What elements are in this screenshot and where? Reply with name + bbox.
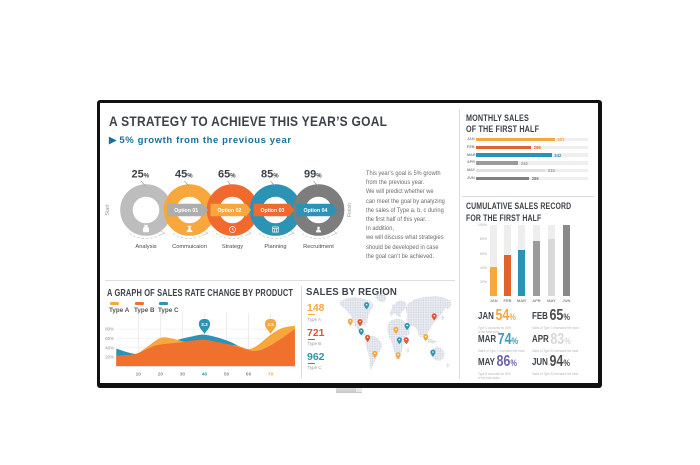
svg-text:3.3: 3.3 [201, 322, 208, 327]
svg-text:20%: 20% [105, 355, 114, 360]
svg-text:60%: 60% [105, 336, 114, 341]
svg-text:4.5: 4.5 [267, 322, 274, 327]
svg-text:45%: 45% [175, 169, 193, 181]
svg-text:Planning: Planning [264, 244, 286, 250]
svg-text:50: 50 [224, 372, 230, 378]
svg-text:Option 03: Option 03 [260, 208, 284, 214]
svg-text:25%: 25% [132, 169, 150, 181]
svg-text:70: 70 [268, 372, 274, 378]
svg-text:60: 60 [246, 372, 252, 378]
svg-text:10: 10 [136, 372, 142, 378]
svg-text:65%: 65% [218, 169, 236, 181]
svg-text:Strategy: Strategy [222, 244, 243, 250]
svg-text:99%: 99% [304, 169, 322, 181]
svg-text:Option 01: Option 01 [174, 208, 198, 214]
svg-text:Commuicaion: Commuicaion [172, 244, 207, 250]
svg-text:Start: Start [105, 204, 111, 216]
svg-text:40%: 40% [105, 345, 114, 350]
svg-text:Finish: Finish [347, 203, 353, 217]
svg-text:Analysis: Analysis [135, 244, 156, 250]
svg-text:20: 20 [158, 372, 164, 378]
svg-text:40: 40 [202, 372, 208, 378]
svg-text:85%: 85% [261, 169, 279, 181]
svg-text:Recruitment: Recruitment [303, 244, 334, 250]
svg-text:Option 04: Option 04 [303, 208, 327, 214]
svg-text:30: 30 [180, 372, 186, 378]
svg-text:Option 02: Option 02 [217, 208, 241, 214]
svg-text:80%: 80% [105, 327, 114, 332]
